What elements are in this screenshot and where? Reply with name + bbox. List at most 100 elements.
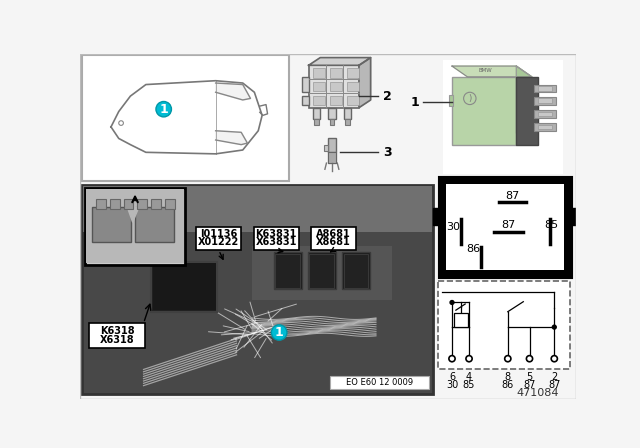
Text: 87: 87 bbox=[506, 191, 520, 201]
Text: 1: 1 bbox=[275, 326, 284, 339]
Bar bbox=[312, 108, 320, 119]
Bar bbox=[438, 281, 570, 370]
Bar bbox=[433, 208, 444, 225]
Bar bbox=[253, 227, 298, 250]
Bar bbox=[342, 252, 370, 289]
Text: 30: 30 bbox=[446, 380, 458, 390]
Polygon shape bbox=[359, 58, 371, 108]
Bar bbox=[312, 96, 325, 105]
Text: 85: 85 bbox=[463, 380, 476, 390]
Text: 6: 6 bbox=[449, 372, 455, 382]
Bar bbox=[345, 119, 349, 125]
Bar bbox=[303, 96, 308, 105]
Bar bbox=[347, 82, 359, 91]
Text: X63831: X63831 bbox=[255, 237, 297, 247]
Bar bbox=[534, 85, 556, 92]
Bar bbox=[538, 99, 552, 103]
Bar bbox=[274, 252, 301, 289]
Polygon shape bbox=[328, 152, 336, 163]
Text: 87: 87 bbox=[524, 380, 536, 390]
Bar bbox=[516, 77, 538, 145]
Bar bbox=[347, 69, 359, 78]
Text: 85: 85 bbox=[544, 220, 558, 230]
Bar bbox=[454, 313, 467, 327]
Text: A8681: A8681 bbox=[316, 229, 351, 239]
Bar bbox=[81, 185, 433, 394]
Bar bbox=[309, 254, 334, 288]
Polygon shape bbox=[308, 58, 371, 65]
Text: 471084: 471084 bbox=[516, 388, 559, 397]
Bar bbox=[344, 254, 368, 288]
Bar bbox=[330, 82, 342, 91]
Bar bbox=[449, 95, 452, 106]
Bar bbox=[92, 207, 131, 241]
Bar bbox=[314, 119, 319, 125]
Bar bbox=[196, 227, 241, 250]
Bar bbox=[81, 55, 289, 181]
Bar bbox=[303, 77, 308, 92]
Bar bbox=[312, 82, 325, 91]
Text: X6318: X6318 bbox=[100, 335, 134, 345]
Bar bbox=[138, 199, 147, 208]
Bar bbox=[324, 145, 328, 151]
Text: 8: 8 bbox=[505, 372, 511, 382]
Bar bbox=[328, 108, 336, 119]
Bar bbox=[534, 110, 556, 118]
Bar bbox=[538, 125, 552, 129]
Bar bbox=[347, 96, 359, 105]
Bar bbox=[330, 69, 342, 78]
Bar bbox=[330, 119, 334, 125]
Bar bbox=[443, 181, 566, 273]
Bar bbox=[151, 262, 217, 312]
Polygon shape bbox=[127, 207, 139, 222]
Text: 5: 5 bbox=[526, 372, 532, 382]
Text: K63831: K63831 bbox=[255, 229, 297, 239]
Text: BMW: BMW bbox=[479, 68, 492, 73]
Bar bbox=[446, 184, 564, 270]
Bar bbox=[110, 199, 120, 208]
Bar bbox=[165, 199, 175, 208]
Bar bbox=[252, 246, 392, 300]
Bar bbox=[86, 189, 184, 263]
Text: 30: 30 bbox=[445, 222, 460, 232]
Polygon shape bbox=[452, 66, 532, 77]
Bar bbox=[275, 254, 300, 288]
Circle shape bbox=[505, 356, 511, 362]
Bar bbox=[312, 69, 325, 78]
Bar bbox=[153, 263, 216, 310]
Polygon shape bbox=[516, 66, 532, 145]
Circle shape bbox=[526, 356, 532, 362]
Bar bbox=[85, 223, 163, 266]
Polygon shape bbox=[216, 131, 248, 145]
Text: X01222: X01222 bbox=[198, 237, 239, 247]
Text: 1: 1 bbox=[159, 103, 168, 116]
Bar bbox=[124, 199, 134, 208]
Bar bbox=[452, 77, 516, 145]
Bar bbox=[135, 207, 174, 241]
Text: I01136: I01136 bbox=[200, 229, 237, 239]
Bar bbox=[308, 252, 336, 289]
Bar bbox=[96, 199, 106, 208]
Text: ): ) bbox=[468, 94, 472, 103]
Text: 1: 1 bbox=[411, 96, 419, 109]
Circle shape bbox=[156, 102, 172, 117]
Circle shape bbox=[551, 356, 557, 362]
Bar bbox=[344, 108, 351, 119]
Text: 87: 87 bbox=[502, 220, 516, 230]
Circle shape bbox=[271, 325, 287, 340]
Bar bbox=[330, 375, 429, 389]
Bar bbox=[565, 208, 576, 225]
Circle shape bbox=[449, 356, 455, 362]
Bar bbox=[328, 138, 336, 152]
Bar bbox=[443, 60, 563, 174]
Polygon shape bbox=[216, 83, 250, 100]
Text: K6318: K6318 bbox=[100, 326, 134, 336]
Circle shape bbox=[450, 301, 454, 304]
Text: 3: 3 bbox=[383, 146, 392, 159]
Bar bbox=[534, 97, 556, 104]
Bar bbox=[538, 112, 552, 116]
Text: 4: 4 bbox=[466, 372, 472, 382]
Text: 87: 87 bbox=[548, 380, 561, 390]
Bar bbox=[90, 323, 145, 348]
Text: EO E60 12 0009: EO E60 12 0009 bbox=[346, 378, 413, 387]
